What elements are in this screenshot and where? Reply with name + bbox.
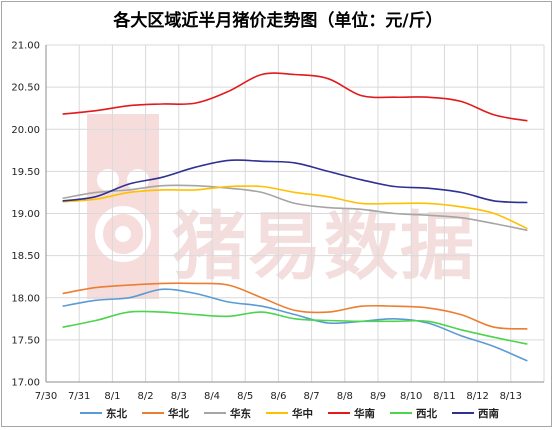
- series-line-2: [62, 184, 528, 232]
- x-tick-label: 8/6: [270, 391, 286, 402]
- legend-label: 华东: [230, 407, 251, 420]
- x-tick-label: 7/31: [68, 391, 90, 402]
- y-tick-label: 21.00: [11, 41, 40, 52]
- legend-label: 西南: [478, 407, 499, 420]
- x-tick-label: 7/30: [35, 391, 57, 402]
- series-line-6: [62, 159, 528, 204]
- series-line-0: [62, 288, 528, 362]
- chart-title: 各大区域近半月猪价走势图（单位：元/斤）: [112, 10, 442, 31]
- x-tick-label: 8/1: [104, 391, 120, 402]
- x-tick-label: 8/9: [370, 391, 386, 402]
- x-tick-label: 8/5: [237, 391, 253, 402]
- axes: 17.00 17.50 18.00 18.50 19.00 19.50 20.00 20.50…: [11, 41, 544, 402]
- y-tick-label: 18.00: [11, 293, 40, 304]
- watermark-text: 猪易数据: [172, 204, 476, 290]
- x-tick-label: 8/4: [204, 391, 220, 402]
- x-tick-label: 8/11: [433, 391, 455, 402]
- series-line-5: [62, 310, 528, 345]
- series-line-4: [62, 72, 528, 122]
- legend-label: 华北: [168, 407, 189, 420]
- x-tick-label: 8/7: [304, 391, 320, 402]
- y-tick-label: 17.50: [11, 335, 40, 346]
- x-tick-label: 8/10: [400, 391, 422, 402]
- legend-label: 西北: [416, 407, 437, 420]
- y-tick-label: 19.50: [11, 167, 40, 178]
- x-tick-label: 8/3: [171, 391, 187, 402]
- legend-label: 华南: [354, 407, 375, 420]
- legend-label: 华中: [292, 407, 313, 420]
- series-lines: [62, 72, 528, 362]
- y-tick-label: 19.00: [11, 209, 40, 220]
- x-tick-label: 8/12: [466, 391, 488, 402]
- y-tick-label: 20.50: [11, 83, 40, 94]
- y-tick-label: 17.00: [11, 378, 40, 389]
- series-line-3: [62, 185, 528, 230]
- y-tick-label: 20.00: [11, 125, 40, 136]
- x-tick-label: 8/2: [138, 391, 154, 402]
- series-line-1: [62, 282, 528, 330]
- watermark-logo: 猪易数据: [87, 114, 476, 299]
- x-tick-label: 8/13: [500, 391, 522, 402]
- x-tick-label: 8/8: [337, 391, 353, 402]
- legend: 东北 华北 华东 华中 华南 西北 西南: [80, 407, 499, 420]
- legend-label: 东北: [106, 407, 127, 420]
- y-tick-label: 18.50: [11, 251, 40, 262]
